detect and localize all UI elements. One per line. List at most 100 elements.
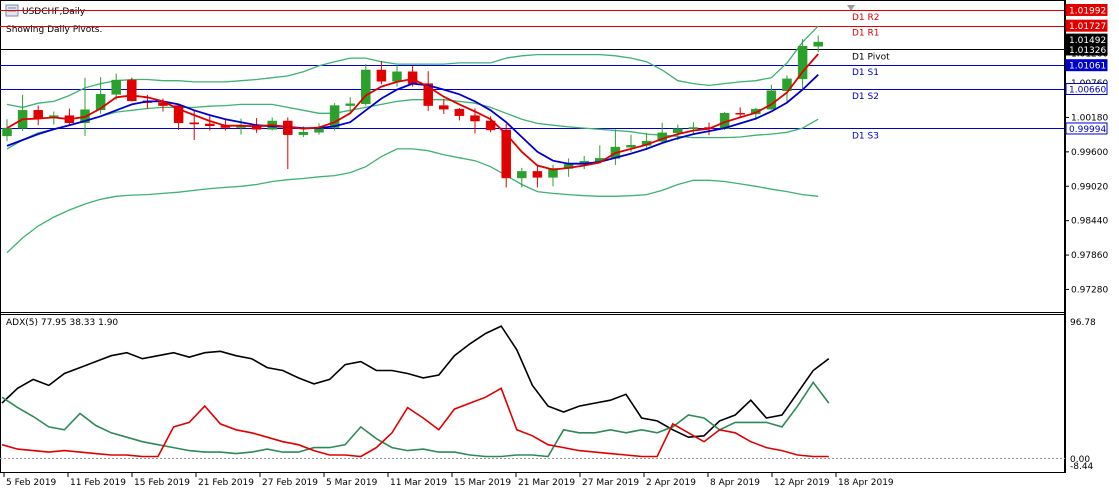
pivot-label: D1 R2 [852, 13, 880, 23]
pivot-label: D1 R1 [852, 29, 880, 39]
moving-average-fast-line [6, 53, 819, 171]
date-tick-label: 11 Feb 2019 [70, 478, 126, 488]
price-level-label: 1.01492 [1069, 36, 1106, 46]
candle-body [517, 171, 527, 179]
candle [454, 107, 465, 121]
candle-body [329, 105, 340, 128]
chart-frame [0, 0, 1065, 473]
pivots-subtitle: Showing Daily Pivots. [6, 25, 102, 35]
price-level-label: 1.01992 [1069, 6, 1106, 16]
candle-body [485, 120, 496, 131]
adx-lines-layer [1, 325, 830, 458]
adx-axis-min: -8.44 [1070, 462, 1094, 472]
candle [2, 119, 12, 142]
date-tick-label: 18 Apr 2019 [838, 478, 894, 488]
candle [423, 71, 433, 111]
price-level-box [1065, 19, 1108, 32]
pivot-label: D1 Pivot [852, 52, 890, 62]
date-tick-label: 5 Feb 2019 [6, 478, 57, 488]
candle-body [797, 46, 808, 80]
candle-body [127, 79, 137, 102]
price-tick-label: 0.99600 [1071, 148, 1108, 158]
price-level-label: 1.01061 [1069, 62, 1106, 72]
candle [111, 73, 121, 100]
price-axis-layer: 1.00180 0.99600 0.99020 0.98440 0.97860 0.972… [1065, 3, 1108, 295]
candle [782, 75, 792, 104]
candle-body [173, 105, 184, 124]
candle [376, 61, 387, 85]
bollinger-lower-line [6, 148, 819, 254]
pivot-labels-layer: D1 R2 D1 R1 D1 Pivot D1 S1 D1 S2 D1 S3 [852, 13, 890, 142]
candle-body [407, 71, 418, 84]
plus-di-line [1, 381, 830, 458]
adx-axis-zero: 0.00 [1070, 455, 1090, 465]
pivot-label: D1 S3 [852, 131, 879, 141]
date-axis-layer: 5 Feb 2019 11 Feb 2019 15 Feb 2019 21 Feb 2… [3, 473, 894, 488]
candle-body [673, 128, 683, 134]
date-tick-label: 27 Feb 2019 [262, 478, 318, 488]
price-level-box [1065, 122, 1108, 135]
candle-body [95, 94, 106, 110]
candle-body [423, 83, 433, 106]
bollinger-upper-line [6, 25, 819, 109]
candle-body [33, 110, 43, 119]
candle [688, 122, 699, 135]
date-tick-label: 27 Mar 2019 [582, 478, 639, 488]
candle [813, 35, 823, 53]
candle-body [205, 123, 215, 126]
candle [735, 107, 745, 118]
candle [548, 164, 558, 187]
candle-body [454, 108, 465, 116]
date-tick-label: 15 Mar 2019 [454, 478, 511, 488]
date-tick-label: 21 Mar 2019 [518, 478, 575, 488]
minus-di-line [1, 387, 829, 458]
candle-body [439, 105, 449, 110]
candle-body [2, 127, 12, 137]
shift-marker-icon[interactable] [847, 5, 855, 11]
pivot-label: D1 S2 [852, 92, 879, 102]
candle-body [361, 69, 371, 105]
candle-body [111, 79, 121, 95]
price-level-box [1065, 43, 1108, 56]
candle-body [813, 41, 823, 47]
candle-body [345, 103, 355, 106]
candle-body [688, 127, 699, 129]
price-level-box [1065, 82, 1108, 95]
date-tick-label: 8 Apr 2019 [710, 478, 760, 488]
symbol-title: USDCHF,Daily [22, 7, 86, 17]
adx-axis-max: 96.78 [1070, 318, 1096, 328]
pivot-label: D1 S1 [852, 68, 879, 78]
date-tick-label: 11 Mar 2019 [390, 478, 447, 488]
candle-body [735, 113, 745, 115]
date-tick-label: 5 Mar 2019 [326, 478, 378, 488]
candle-body [782, 78, 792, 92]
candle-body [532, 171, 543, 178]
candle [470, 108, 480, 134]
candle-body [470, 115, 480, 122]
candle-body [626, 145, 636, 148]
price-level-box [1065, 3, 1108, 16]
candle-body [392, 71, 402, 82]
price-tick-label: 0.97280 [1071, 285, 1108, 295]
price-tick-label: 0.97860 [1071, 251, 1108, 261]
candle [361, 64, 371, 106]
price-tick-label: 1.00180 [1071, 113, 1108, 123]
price-tick-label: 0.99020 [1071, 182, 1108, 192]
pivot-lines-layer [0, 10, 1064, 129]
candle-body [501, 129, 511, 179]
candle-body [548, 168, 558, 178]
candle [797, 39, 808, 89]
date-tick-label: 21 Feb 2019 [198, 478, 254, 488]
candle [345, 97, 355, 113]
moving-averages-layer [6, 53, 819, 171]
candle [127, 77, 137, 102]
price-tick-label: 0.98440 [1071, 217, 1108, 227]
date-tick-label: 2 Apr 2019 [646, 478, 696, 488]
date-tick-label: 12 Apr 2019 [774, 478, 830, 488]
candle-body [298, 132, 309, 135]
price-level-label: 0.99994 [1069, 125, 1106, 135]
price-level-label: 1.01326 [1069, 46, 1106, 56]
adx-main-line [1, 325, 830, 439]
